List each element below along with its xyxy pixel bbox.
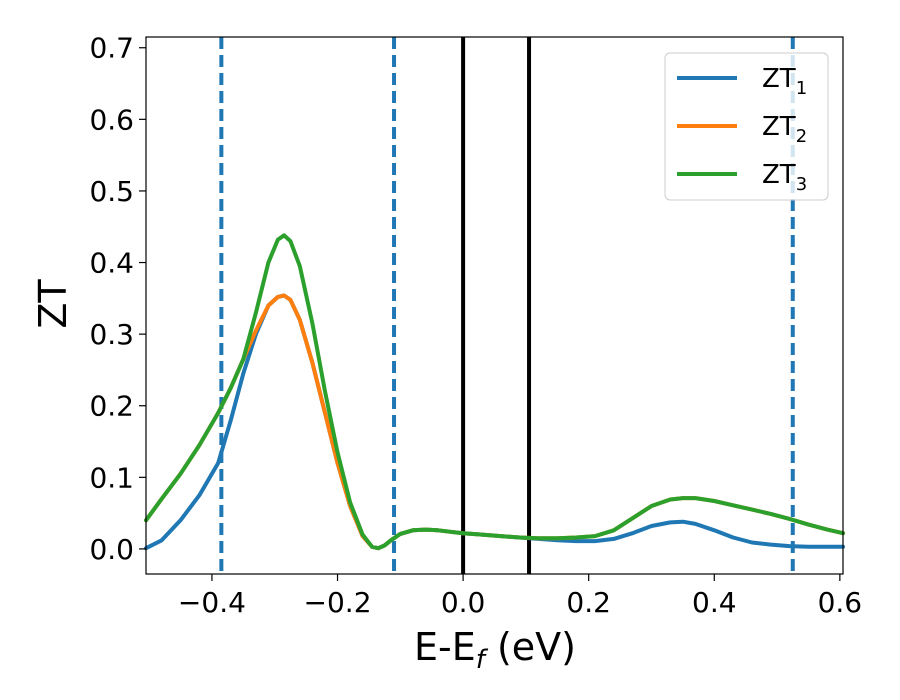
x-tick-label: −0.2: [304, 586, 372, 619]
y-tick-label: 0.2: [89, 390, 134, 423]
legend-label-zt3: ZT3: [762, 160, 807, 195]
x-axis-title-unit: (eV): [485, 625, 576, 669]
y-tick-label: 0.6: [89, 103, 134, 136]
legend-label-zt2: ZT2: [762, 112, 807, 147]
series-lines: [144, 233, 845, 551]
x-tick-label: 0.2: [566, 586, 611, 619]
legend-box: [664, 52, 829, 201]
y-tick-label: 0.4: [89, 247, 134, 280]
y-tick-label: 0.7: [89, 32, 134, 65]
x-tick-label: 0.4: [692, 586, 737, 619]
x-axis-ticks: −0.4 −0.2 0.0 0.2 0.4 0.6: [178, 574, 862, 619]
legend[interactable]: ZT1 ZT2 ZT3: [664, 52, 829, 201]
y-tick-label: 0.3: [89, 318, 134, 351]
x-tick-label: 0.6: [818, 586, 863, 619]
x-tick-label: −0.4: [178, 586, 246, 619]
y-tick-label: 0.0: [89, 533, 134, 566]
x-axis-title: E-Ef (eV): [414, 625, 576, 675]
plot-frame: [145, 36, 844, 575]
y-tick-label: 0.1: [89, 461, 134, 494]
series-line-zt3: [144, 233, 845, 551]
y-axis-title: ZT: [31, 279, 75, 329]
x-axis-title-main: E-E: [414, 625, 476, 669]
y-axis-ticks: 0.0 0.1 0.2 0.3 0.4 0.5 0.6 0.7: [89, 32, 146, 566]
x-tick-label: 0.0: [441, 586, 486, 619]
legend-label-zt1: ZT1: [762, 64, 807, 99]
reference-lines: [219, 37, 795, 574]
y-tick-label: 0.5: [89, 175, 134, 208]
